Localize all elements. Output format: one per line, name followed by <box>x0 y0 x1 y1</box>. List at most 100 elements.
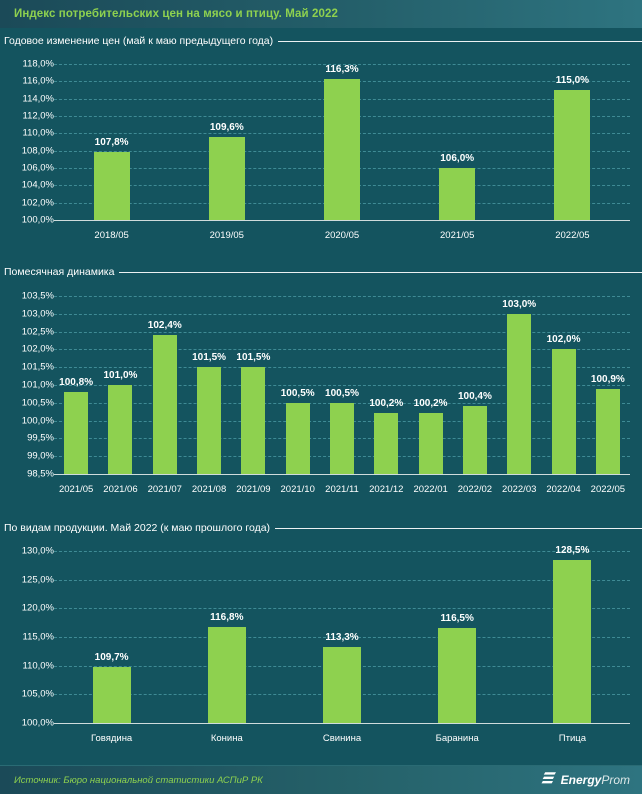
bar-value-label: 109,6% <box>209 121 244 133</box>
x-axis-tick-label: 2021/11 <box>325 484 359 495</box>
y-axis-tick-label: 120,0% <box>21 602 54 614</box>
bar <box>553 559 592 723</box>
x-axis-tick-label: 2021/08 <box>191 484 227 495</box>
y-axis-tick-label: 104,0% <box>21 179 54 191</box>
bar <box>554 90 591 220</box>
y-axis-tick-label: 100,0% <box>21 214 54 226</box>
bar <box>551 349 576 474</box>
energyprom-wordmark: EnergyProm <box>560 773 630 787</box>
y-axis-tick-label: 100,0% <box>21 717 54 729</box>
bar <box>323 646 361 723</box>
bar-value-label: 106,0% <box>440 153 475 164</box>
section-rule <box>275 527 642 529</box>
x-axis-tick-label: 2021/09 <box>236 484 271 495</box>
x-axis-line <box>54 723 630 724</box>
gridline <box>54 313 630 315</box>
source-note: Источник: Бюро национальной статистики А… <box>14 774 263 786</box>
gridline <box>54 367 630 369</box>
x-axis-tick-label: 2021/10 <box>280 484 315 495</box>
x-axis-tick-label: 2022/05 <box>555 230 590 241</box>
section-title-annual: Годовое изменение цен (май к маю предыду… <box>4 35 274 47</box>
energyprom-logo: EnergyProm <box>541 770 630 791</box>
x-axis-tick-label: 2020/05 <box>324 230 360 241</box>
bar <box>208 136 245 220</box>
section-rule <box>119 271 642 273</box>
gridline <box>54 64 630 65</box>
section-heading-monthly: Помесячная динамика <box>0 263 642 281</box>
bar-value-label: 113,3% <box>325 631 359 643</box>
y-axis-tick-label: 105,0% <box>21 688 54 700</box>
y-axis-tick-label: 106,0% <box>21 162 54 174</box>
plot-area <box>54 551 630 724</box>
x-axis-tick-label: 2018/05 <box>94 230 129 241</box>
bar-value-label: 101,0% <box>103 370 138 381</box>
bar <box>462 406 487 474</box>
bar-value-label: 100,4% <box>457 391 492 403</box>
page-footer: Источник: Бюро национальной статистики А… <box>0 765 642 794</box>
bar-value-label: 100,5% <box>325 387 359 399</box>
y-axis-tick-label: 116,0% <box>22 75 54 87</box>
gridline <box>54 385 630 386</box>
gridline <box>54 331 630 333</box>
bar-value-label: 102,4% <box>147 320 182 332</box>
bar <box>324 78 360 220</box>
gridline <box>54 637 630 638</box>
y-axis-tick-label: 103,5% <box>21 290 54 302</box>
plot-area <box>54 64 630 221</box>
x-axis-tick-label: 2022/03 <box>502 484 537 495</box>
bar-value-label: 100,9% <box>590 373 625 385</box>
bar-value-label: 128,5% <box>555 544 590 556</box>
bar-value-label: 115,0% <box>555 75 590 86</box>
bar-value-label: 101,5% <box>192 352 227 364</box>
x-axis-tick-label: Конина <box>210 733 243 744</box>
y-axis-tick-label: 125,0% <box>21 574 54 586</box>
gridline <box>54 349 630 351</box>
x-axis-tick-label: Баранина <box>435 733 479 744</box>
y-axis-tick-label: 110,0% <box>22 127 54 139</box>
bar <box>439 168 476 220</box>
chart-annual-price-change: 100,0% 102,0% 104,0% 106,0% 108,0% 110,0% 112,… <box>0 58 642 254</box>
y-axis-tick-label: 112,0% <box>22 110 54 122</box>
x-axis-tick-label: 2022/01 <box>413 484 448 495</box>
bar <box>374 413 399 474</box>
x-axis-tick-label: 2021/07 <box>147 484 182 495</box>
bar <box>152 335 177 474</box>
y-axis-tick-label: 110,0% <box>22 660 54 672</box>
gridline <box>54 296 630 297</box>
bar <box>418 413 443 474</box>
bar-value-label: 107,8% <box>94 137 129 149</box>
section-title-products: По видам продукции. Май 2022 (к маю прош… <box>4 522 271 534</box>
chart-by-product-type: 100,0% 105,0% 110,0% 115,0% 120,0% 125,0% 130,… <box>0 545 642 757</box>
x-axis-tick-label: Птица <box>558 733 586 744</box>
y-axis-tick-label: 102,0% <box>21 197 54 209</box>
y-axis-tick-label: 102,5% <box>21 326 54 338</box>
bar-value-label: 101,5% <box>236 352 271 364</box>
x-axis-tick-label: 2022/04 <box>546 484 581 495</box>
y-axis-tick-label: 98,5% <box>27 468 54 480</box>
bar <box>197 367 222 474</box>
y-axis-tick-label: 101,5% <box>21 361 54 373</box>
x-axis-line <box>54 220 630 221</box>
section-title-monthly: Помесячная динамика <box>4 266 115 278</box>
x-axis-tick-label: Свинина <box>322 733 362 744</box>
y-axis-tick-label: 108,0% <box>21 145 54 157</box>
y-axis-tick-label: 118,0% <box>22 58 54 70</box>
y-axis-tick-label: 102,0% <box>21 343 54 355</box>
energyprom-e-icon <box>541 770 557 791</box>
bar <box>285 402 310 474</box>
x-axis-tick-label: 2021/05 <box>440 230 475 241</box>
gridline <box>54 551 630 552</box>
x-axis-tick-label: 2022/05 <box>590 484 626 495</box>
y-axis-tick-label: 103,0% <box>21 308 54 320</box>
bar-value-label: 100,8% <box>59 377 94 389</box>
x-axis-tick-label: Говядина <box>90 733 133 744</box>
x-axis-tick-label: 2019/05 <box>209 230 244 241</box>
bar <box>92 667 131 723</box>
x-axis-tick-label: 2021/05 <box>58 484 94 495</box>
x-axis-line <box>54 474 630 475</box>
bar-value-label: 100,2% <box>413 398 448 410</box>
bar-value-label: 100,5% <box>280 387 315 399</box>
page-header: Индекс потребительских цен на мясо и пти… <box>0 0 642 28</box>
section-heading-products: По видам продукции. Май 2022 (к маю прош… <box>0 519 642 537</box>
y-axis-tick-label: 101,0% <box>21 379 54 391</box>
